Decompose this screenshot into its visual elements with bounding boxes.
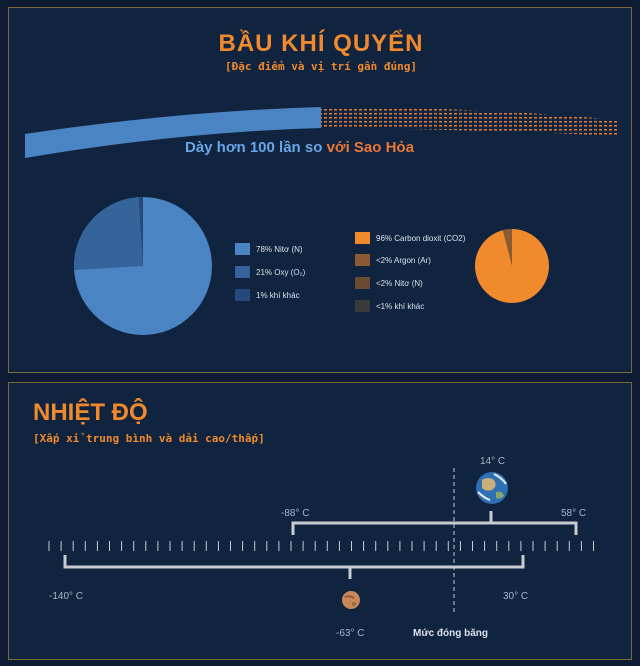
mars-min-label: -140° C [49, 591, 84, 602]
temperature-subtitle: [Xấp xỉ trung bình và dải cao/thấp] [33, 432, 265, 445]
earth-min-label: -88° C [281, 508, 310, 519]
earth-range-bracket [291, 511, 578, 535]
earth-legend-item: 21% Oxy (O₂) [235, 266, 305, 278]
thickness-caption: Dày hơn 100 lần so với Sao Hỏa [185, 139, 414, 156]
temperature-axis-ticks [48, 541, 594, 551]
earth-legend-item: 1% khí khác [235, 289, 300, 301]
mars-atmosphere-band [321, 107, 617, 136]
atmosphere-graphic [25, 107, 617, 335]
atmosphere-panel: BẦU KHÍ QUYỂN [Đặc điểm và vị trí gần đú… [8, 7, 632, 373]
mars-max-label: 30° C [503, 591, 529, 602]
atmosphere-title: BẦU KHÍ QUYỂN [218, 30, 424, 57]
earth-pie [73, 197, 212, 335]
mars-legend-item: 96% Carbon dioxit (CO2) [355, 232, 465, 244]
mars-legend-item: <2% Argon (Ar) [355, 254, 431, 266]
mars-pie [475, 229, 549, 303]
earth-legend-item: 78% Nitơ (N) [235, 243, 303, 255]
temperature-panel: NHIỆT ĐỘ [Xấp xỉ trung bình và dải cao/t… [8, 382, 632, 660]
earth-atmosphere-band [25, 107, 321, 158]
mars-range-bracket [63, 555, 525, 579]
mars-legend-item: <2% Nitơ (N) [355, 277, 423, 289]
mars-globe-icon [342, 591, 360, 609]
atmosphere-subtitle: [Đặc điểm và vị trí gần đúng] [224, 60, 418, 73]
temperature-title: NHIỆT ĐỘ [33, 399, 148, 426]
temperature-graphic [48, 468, 594, 613]
earth-max-label: 58° C [561, 508, 587, 519]
earth-globe-icon [476, 472, 508, 504]
mars-avg-label: -63° C [336, 628, 365, 639]
mars-legend-item: <1% khí khác [355, 300, 424, 312]
freezing-label: Mức đóng băng [413, 628, 489, 639]
earth-avg-label: 14° C [480, 456, 506, 467]
